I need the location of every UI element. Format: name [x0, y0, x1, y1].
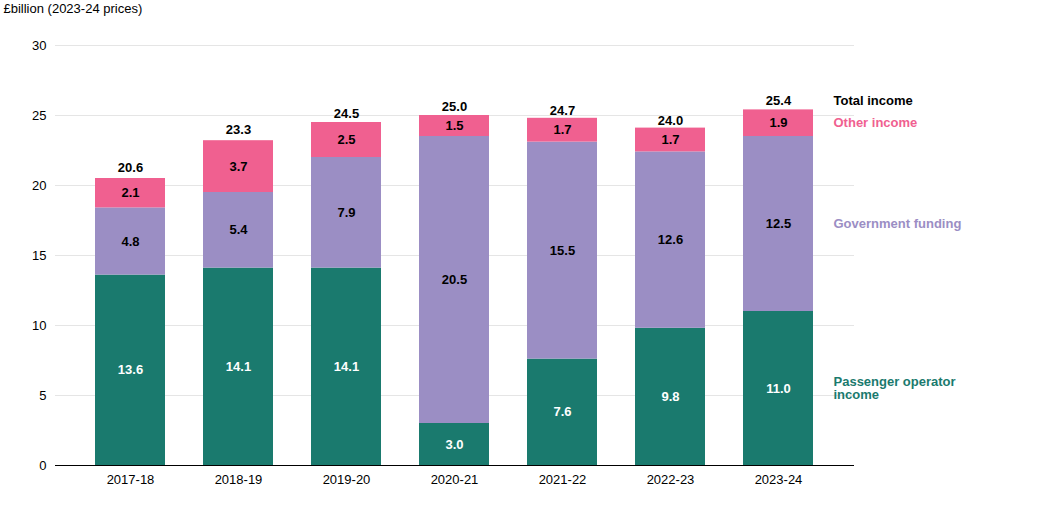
- svg-text:1.5: 1.5: [445, 118, 463, 133]
- svg-text:Total income: Total income: [834, 93, 913, 108]
- svg-text:2019-20: 2019-20: [323, 472, 371, 487]
- svg-text:24.5: 24.5: [334, 106, 359, 121]
- svg-text:25.4: 25.4: [766, 93, 792, 108]
- svg-text:20.5: 20.5: [442, 272, 467, 287]
- svg-text:1.7: 1.7: [553, 122, 571, 137]
- svg-text:Passenger operatorincome: Passenger operatorincome: [834, 374, 956, 402]
- svg-text:24.7: 24.7: [550, 103, 575, 118]
- svg-text:£billion (2023-24 prices): £billion (2023-24 prices): [4, 1, 143, 16]
- svg-text:5: 5: [39, 388, 46, 403]
- svg-text:13.6: 13.6: [118, 362, 143, 377]
- svg-text:1.7: 1.7: [661, 132, 679, 147]
- svg-text:2022-23: 2022-23: [647, 472, 695, 487]
- svg-text:23.3: 23.3: [226, 122, 251, 137]
- svg-text:4.8: 4.8: [121, 234, 139, 249]
- svg-text:2021-22: 2021-22: [539, 472, 587, 487]
- svg-text:12.6: 12.6: [658, 232, 683, 247]
- svg-text:20.6: 20.6: [118, 160, 143, 175]
- svg-text:7.6: 7.6: [553, 404, 571, 419]
- svg-text:9.8: 9.8: [661, 389, 679, 404]
- svg-text:Government funding: Government funding: [834, 216, 962, 231]
- svg-text:2023-24: 2023-24: [755, 472, 803, 487]
- svg-text:7.9: 7.9: [337, 205, 355, 220]
- svg-text:0: 0: [39, 458, 46, 473]
- svg-text:3.0: 3.0: [445, 437, 463, 452]
- svg-text:15: 15: [32, 248, 46, 263]
- svg-text:5.4: 5.4: [229, 222, 248, 237]
- svg-text:15.5: 15.5: [550, 243, 575, 258]
- svg-text:10: 10: [32, 318, 46, 333]
- svg-text:25.0: 25.0: [442, 99, 467, 114]
- svg-text:2.5: 2.5: [337, 132, 355, 147]
- svg-text:12.5: 12.5: [766, 216, 791, 231]
- svg-text:11.0: 11.0: [766, 381, 791, 396]
- svg-text:30: 30: [32, 38, 46, 53]
- svg-text:14.1: 14.1: [334, 359, 359, 374]
- svg-text:25: 25: [32, 108, 46, 123]
- svg-text:2017-18: 2017-18: [107, 472, 155, 487]
- svg-text:3.7: 3.7: [229, 159, 247, 174]
- svg-text:24.0: 24.0: [658, 113, 683, 128]
- svg-text:2.1: 2.1: [121, 185, 139, 200]
- svg-text:14.1: 14.1: [226, 359, 251, 374]
- svg-text:Other income: Other income: [834, 115, 918, 130]
- svg-text:20: 20: [32, 178, 46, 193]
- svg-text:2020-21: 2020-21: [431, 472, 479, 487]
- svg-text:2018-19: 2018-19: [215, 472, 263, 487]
- svg-text:1.9: 1.9: [769, 115, 787, 130]
